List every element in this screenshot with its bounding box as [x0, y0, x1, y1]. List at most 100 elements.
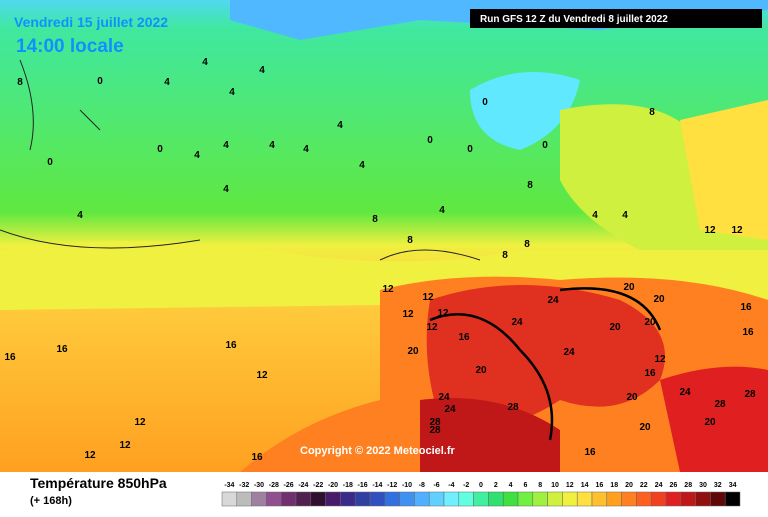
hot-area [420, 398, 560, 472]
contour-label: 20 [644, 317, 656, 328]
legend-label: -32 [239, 482, 249, 489]
legend-label: -20 [328, 482, 338, 489]
contour-label: 0 [97, 76, 103, 87]
legend-swatch [236, 491, 252, 507]
contour-label: 8 [524, 239, 530, 250]
legend-swatch [680, 491, 696, 507]
legend-swatch [591, 491, 608, 507]
contour-label: 4 [359, 160, 365, 171]
contour-label: 4 [622, 210, 628, 221]
legend-label: 8 [538, 482, 542, 489]
legend-swatch [665, 491, 682, 507]
contour-label: 20 [609, 322, 621, 333]
contour-label: 4 [439, 205, 445, 216]
legend-swatch [428, 491, 445, 507]
legend-swatch [695, 491, 711, 507]
contour-label: 4 [194, 150, 200, 161]
legend-swatch [340, 491, 356, 507]
contour-label: 28 [744, 389, 756, 400]
legend-swatch [547, 491, 563, 507]
legend-swatch [532, 491, 548, 507]
contour-label: 28 [507, 402, 519, 413]
run-info: Run GFS 12 Z du Vendredi 8 juillet 2022 [480, 14, 668, 25]
legend-swatch [280, 491, 297, 507]
contour-label: 28 [429, 417, 441, 428]
legend-label: 6 [523, 482, 527, 489]
contour-label: 8 [407, 235, 413, 246]
contour-label: 20 [653, 294, 665, 305]
contour-label: 20 [475, 365, 487, 376]
legend-label: 20 [625, 482, 633, 489]
contour-label: 4 [229, 87, 235, 98]
legend-label: 0 [479, 482, 483, 489]
contour-label: 0 [542, 140, 548, 151]
contour-label: 24 [511, 317, 523, 328]
legend-label: -34 [224, 482, 234, 489]
legend-label: -16 [358, 482, 368, 489]
legend-swatch [354, 491, 371, 507]
legend-swatch [325, 491, 341, 507]
legend-swatch [458, 491, 474, 507]
contour-label: 24 [679, 387, 691, 398]
legend-swatch [295, 491, 312, 507]
contour-label: 4 [223, 140, 229, 151]
legend-swatch [710, 491, 726, 507]
contour-label: 12 [382, 284, 394, 295]
contour-label: 20 [407, 346, 419, 357]
legend-label: 16 [596, 482, 604, 489]
legend-swatch [502, 491, 519, 507]
contour-label: 16 [742, 327, 754, 338]
contour-label: 24 [563, 347, 575, 358]
legend-swatch [473, 491, 489, 507]
legend-swatch [517, 491, 534, 507]
legend-swatch [562, 491, 578, 507]
legend-swatch [636, 491, 652, 507]
legend-label: -6 [433, 482, 439, 489]
contour-label: 16 [251, 452, 263, 463]
legend-label: 14 [581, 482, 589, 489]
contour-label: 4 [337, 120, 343, 131]
contour-label: 12 [426, 322, 438, 333]
contour [429, 287, 662, 441]
legend-swatch [414, 491, 430, 507]
contour-label: 12 [731, 225, 743, 236]
time: 14:00 locale [16, 36, 124, 57]
legend-label: -4 [448, 482, 454, 489]
legend-label: 32 [714, 482, 722, 489]
legend-swatch [606, 491, 622, 507]
footer-subtitle: (+ 168h) [30, 495, 72, 507]
contour-label: 4 [223, 184, 229, 195]
legend-label: 10 [551, 482, 559, 489]
contour-label: 0 [157, 144, 163, 155]
contour-label: 20 [639, 422, 651, 433]
contour-label: 24 [438, 392, 450, 403]
contour-label: 4 [77, 210, 83, 221]
contour-label: 8 [17, 77, 23, 88]
contour-label: 12 [704, 225, 716, 236]
contour-label: 12 [134, 417, 146, 428]
legend-swatch [650, 491, 667, 507]
legend-label: 24 [655, 482, 663, 489]
legend-swatch [266, 491, 282, 507]
legend-swatch [310, 491, 326, 507]
contour-label: 20 [704, 417, 716, 428]
legend-label: 26 [670, 482, 678, 489]
contour-label: 12 [84, 450, 96, 461]
contour-label: 12 [256, 370, 268, 381]
contour-label: 4 [592, 210, 598, 221]
legend-swatch [488, 491, 504, 507]
legend-label: -26 [284, 482, 294, 489]
legend-label: 22 [640, 482, 648, 489]
contour-label: 20 [623, 282, 635, 293]
legend-swatch [724, 491, 741, 507]
legend-label: -22 [313, 482, 323, 489]
legend-label: 30 [699, 482, 707, 489]
legend-label: -14 [372, 482, 382, 489]
legend-label: -18 [343, 482, 353, 489]
contour-label: 16 [458, 332, 470, 343]
contour-label: 12 [402, 309, 414, 320]
contour-label: 4 [303, 144, 309, 155]
